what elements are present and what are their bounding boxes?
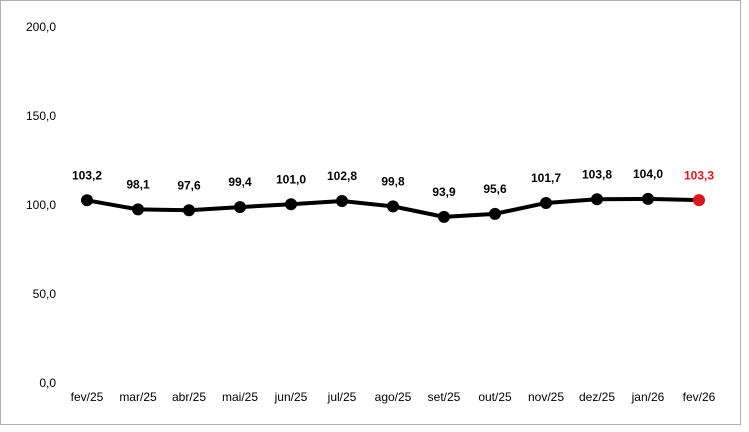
x-tick-label: fev/26 (683, 390, 716, 404)
marker (132, 203, 144, 216)
value-label: 99,4 (228, 175, 252, 189)
value-label: 103,8 (582, 167, 612, 181)
value-label: 101,7 (531, 171, 561, 185)
marker (540, 196, 552, 209)
x-tick-label: jan/26 (631, 390, 665, 404)
y-tick-label: 150,0 (26, 109, 56, 123)
value-label: 102,8 (327, 169, 357, 183)
marker (387, 200, 399, 213)
value-label: 103,2 (72, 168, 102, 182)
marker (183, 204, 195, 217)
value-label: 97,6 (177, 178, 201, 192)
marker (642, 192, 654, 205)
value-label: 98,1 (126, 178, 150, 192)
x-tick-label: abr/25 (172, 390, 206, 404)
y-tick-label: 0,0 (39, 376, 56, 390)
x-tick-label: mai/25 (222, 390, 258, 404)
x-tick-label: jul/25 (327, 390, 357, 404)
marker (438, 210, 450, 223)
value-label: 104,0 (633, 167, 663, 181)
marker (693, 194, 705, 207)
value-label: 103,3 (684, 168, 714, 182)
value-label: 93,9 (432, 185, 456, 199)
x-tick-label: ago/25 (375, 390, 412, 404)
value-label: 95,6 (483, 182, 507, 196)
x-tick-label: dez/25 (579, 390, 615, 404)
marker (336, 195, 348, 208)
marker (591, 193, 603, 206)
marker (489, 207, 501, 220)
value-label: 101,0 (276, 172, 306, 186)
y-tick-label: 50,0 (33, 287, 57, 301)
x-tick-label: jun/25 (274, 390, 308, 404)
x-tick-label: set/25 (428, 390, 461, 404)
x-tick-label: out/25 (478, 390, 512, 404)
value-label: 99,8 (381, 175, 405, 189)
x-tick-label: mar/25 (119, 390, 157, 404)
chart-border (0, 0, 741, 425)
y-tick-label: 200,0 (26, 20, 56, 34)
marker (81, 194, 93, 207)
marker (285, 198, 297, 211)
marker (234, 201, 246, 214)
x-tick-label: fev/25 (71, 390, 104, 404)
x-tick-label: nov/25 (528, 390, 564, 404)
y-tick-label: 100,0 (26, 198, 56, 212)
